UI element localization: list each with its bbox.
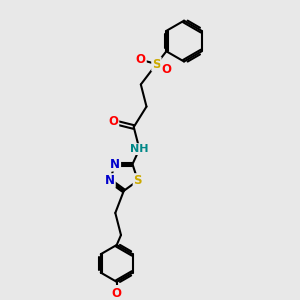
Text: NH: NH — [130, 144, 149, 154]
Text: O: O — [161, 63, 171, 76]
Text: S: S — [134, 174, 142, 187]
Text: S: S — [152, 58, 161, 70]
Text: O: O — [112, 287, 122, 300]
Text: N: N — [105, 174, 115, 187]
Text: O: O — [108, 116, 118, 128]
Text: N: N — [110, 158, 120, 171]
Text: O: O — [136, 53, 146, 66]
